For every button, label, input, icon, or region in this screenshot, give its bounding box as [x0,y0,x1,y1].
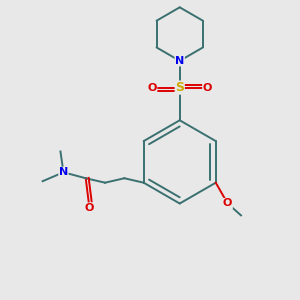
Text: S: S [175,81,184,94]
Text: O: O [147,82,157,93]
Text: N: N [175,56,184,66]
Text: O: O [84,203,93,213]
Text: N: N [59,167,68,177]
Text: O: O [203,82,212,93]
Text: O: O [223,199,232,208]
